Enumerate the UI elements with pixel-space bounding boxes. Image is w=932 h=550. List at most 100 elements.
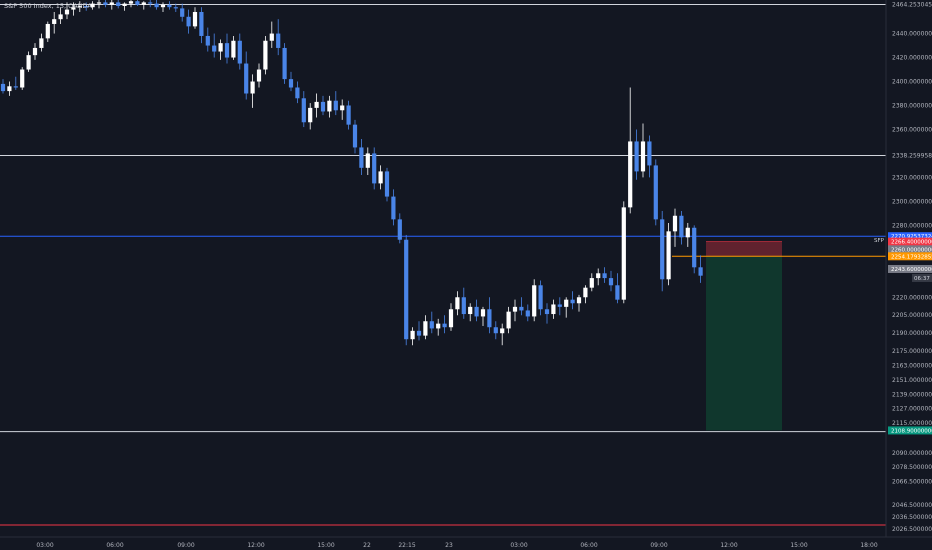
candle-body — [532, 285, 537, 317]
price-tick-label-8: 2300.00000000 — [892, 198, 932, 205]
candle-body — [512, 306, 518, 312]
price-tick-label-12: 2220.00000000 — [892, 294, 932, 301]
price-tick-label-26: 2036.50000000 — [892, 514, 932, 521]
candle-body — [205, 35, 210, 46]
candle-body — [45, 23, 50, 39]
candle-body — [493, 327, 498, 334]
time-tick-label-13: 18:00 — [860, 542, 877, 549]
price-tick-label-13: 2205.00000000 — [892, 312, 932, 319]
candle-body — [525, 310, 530, 317]
time-tick-label-10: 09:00 — [650, 542, 667, 549]
time-axis-background — [0, 537, 932, 550]
price-axis-labels: 2270.925373242266.400000002260.000000002… — [888, 232, 932, 435]
stop-loss-zone[interactable] — [706, 241, 782, 257]
candle-body — [122, 3, 127, 6]
time-tick-label-2: 09:00 — [177, 542, 194, 549]
candle-body — [660, 219, 665, 280]
candle-body — [58, 14, 63, 20]
candle-body — [423, 321, 428, 336]
candle-body — [212, 45, 217, 52]
candle-body — [276, 33, 281, 48]
symbol-title[interactable]: S&P 500 Index, 15, OANDA — [4, 2, 92, 10]
candle-body — [26, 55, 31, 70]
time-tick-label-11: 12:00 — [720, 542, 737, 549]
candle-body — [90, 3, 95, 8]
short-position-tool[interactable]: SFP — [672, 238, 886, 431]
candle-body — [224, 43, 230, 58]
candle-body — [192, 11, 198, 27]
time-tick-label-9: 06:00 — [580, 542, 597, 549]
candle-body — [52, 19, 57, 24]
candle-body — [679, 215, 684, 238]
time-tick-label-7: 23 — [445, 542, 453, 549]
target-badge-background — [888, 426, 932, 435]
candle-body — [551, 304, 556, 315]
candle-body — [480, 309, 486, 317]
candle-body — [429, 321, 434, 329]
candle-body — [519, 306, 524, 311]
candle-body — [340, 105, 345, 111]
candle-body — [269, 33, 274, 41]
candle-body — [20, 69, 25, 88]
candle-body — [692, 227, 697, 268]
price-tick-label-22: 2090.00000000 — [892, 450, 932, 457]
candle-body — [647, 141, 652, 166]
price-tick-label-3: 2400.00000000 — [892, 79, 932, 86]
candle-body — [141, 2, 146, 5]
candle-body — [589, 278, 594, 288]
candle-body — [474, 306, 479, 317]
countdown-background — [912, 273, 932, 282]
candle-body — [320, 101, 326, 112]
candle-body — [359, 147, 364, 168]
price-tick-label-9: 2280.00000000 — [892, 222, 932, 229]
candle-body — [301, 98, 306, 123]
candle-body — [685, 227, 690, 238]
candle-body — [346, 105, 351, 125]
price-tick-label-4: 2380.00000000 — [892, 102, 932, 109]
candle-body — [634, 141, 639, 172]
candle-body — [461, 297, 466, 315]
candle-body — [372, 153, 377, 184]
candle-body — [199, 11, 204, 36]
candle-body — [250, 81, 255, 94]
price-tick-label-6: 2338.25995879 — [892, 153, 932, 160]
take-profit-zone[interactable] — [706, 256, 782, 431]
candle-body — [698, 267, 703, 276]
candle-body — [327, 100, 332, 112]
candle-body — [391, 196, 396, 220]
target-badge: 2108.90000000 — [891, 428, 932, 434]
candle-body — [621, 207, 626, 300]
candle-body — [109, 2, 114, 5]
candle-body — [628, 141, 633, 208]
candle-body — [615, 285, 620, 300]
candle-body — [135, 1, 140, 5]
candle-body — [0, 83, 6, 92]
candle-body — [564, 299, 569, 307]
last-price-badge-background — [888, 264, 932, 273]
candle-body — [436, 323, 441, 329]
title-separator: , — [63, 2, 69, 10]
candle-body — [288, 79, 294, 88]
level-badge-blue-background — [888, 232, 932, 241]
time-axis[interactable]: 03:00 06:00 09:00 12:00 15:00 22 22:15 23 03:00 0… — [0, 536, 932, 550]
candle-body — [256, 69, 262, 82]
entry-badge-background — [888, 252, 932, 261]
candle-body — [167, 4, 172, 8]
candle-body — [397, 219, 402, 240]
price-tick-label-24: 2066.50000000 — [892, 478, 932, 485]
pnl-badge: 2260.00000000 — [891, 247, 932, 253]
candle-body — [653, 165, 658, 220]
candle-body — [7, 86, 12, 92]
candle-body — [538, 285, 543, 310]
candle-body — [128, 1, 134, 4]
price-tick-label-5: 2360.00000000 — [892, 126, 932, 133]
candle-body — [160, 4, 166, 8]
candle-body — [416, 330, 422, 336]
countdown-badge: 06:37 — [914, 276, 930, 282]
price-tick-label-19: 2127.00000000 — [892, 406, 932, 413]
horizontal-levels — [0, 3, 886, 526]
candle-body — [672, 215, 678, 232]
candle-body — [116, 2, 121, 6]
